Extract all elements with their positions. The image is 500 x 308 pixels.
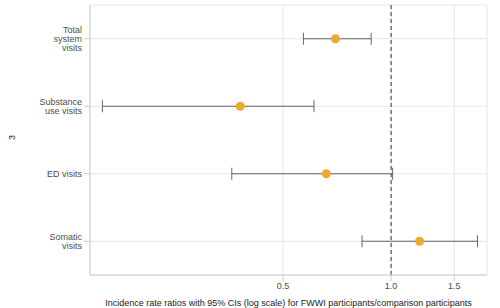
svg-text:Incidence rate ratios with 95%: Incidence rate ratios with 95% CIs (log … <box>105 298 472 308</box>
svg-text:3: 3 <box>8 135 17 140</box>
svg-text:1.0: 1.0 <box>385 281 398 291</box>
svg-text:0.5: 0.5 <box>277 281 290 291</box>
svg-text:Substanceuse visits: Substanceuse visits <box>39 97 82 116</box>
svg-text:Somaticvisits: Somaticvisits <box>49 232 82 251</box>
svg-text:ED visits: ED visits <box>47 169 83 179</box>
svg-text:1.5: 1.5 <box>448 281 461 291</box>
svg-text:Totalsystemvisits: Totalsystemvisits <box>53 25 82 53</box>
